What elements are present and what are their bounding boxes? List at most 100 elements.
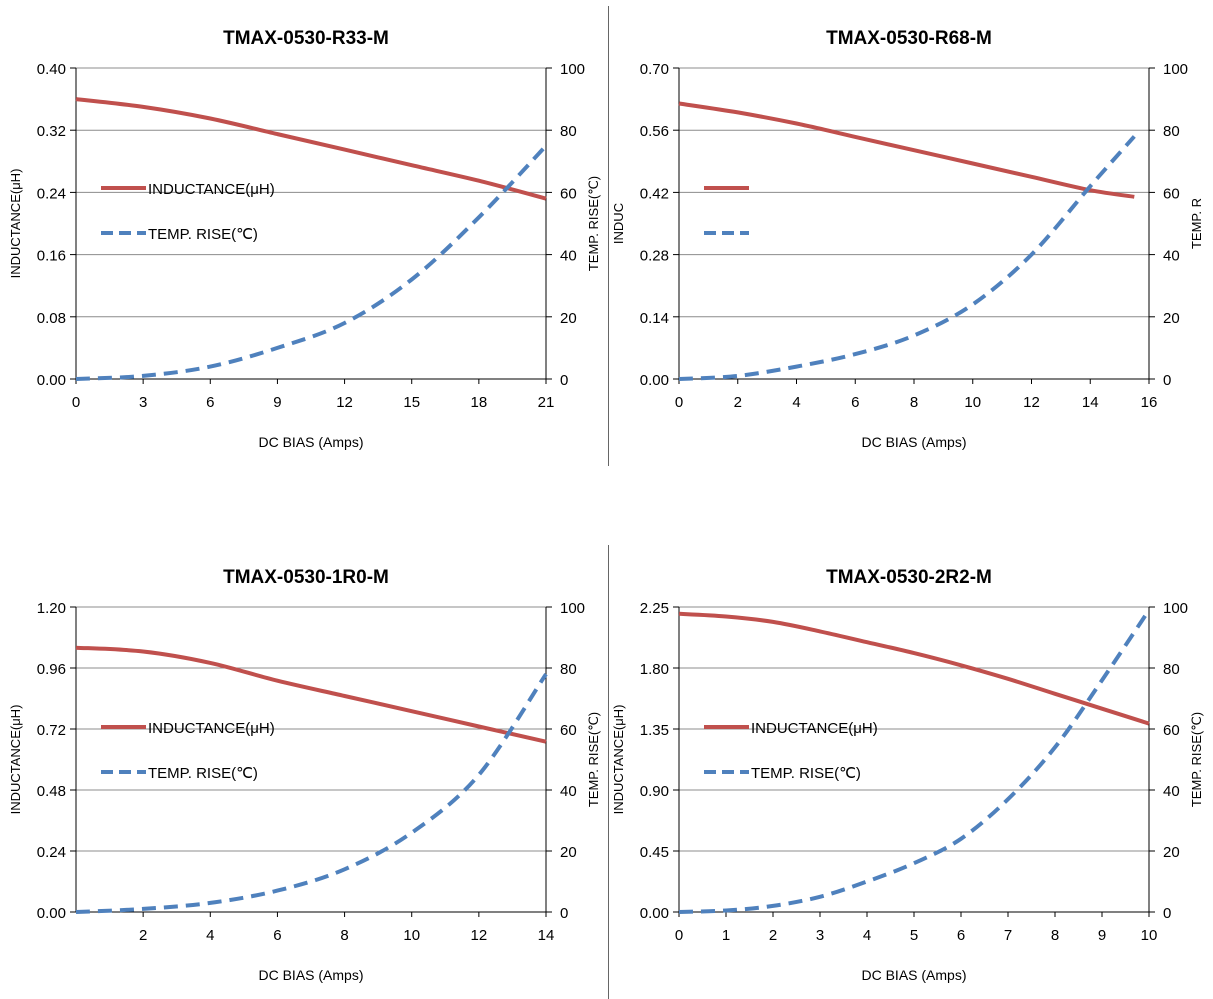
- y-tick-label: 0.24: [37, 185, 66, 202]
- chart-2r2: TMAX-0530-2R2-M 0.00 0.45 0.90 1.35 1.80 2.25 0…: [611, 567, 1204, 983]
- y2-tick-label: 100: [560, 61, 585, 78]
- y2-tick-label: 40: [560, 783, 577, 800]
- y-tick-label: 0.90: [640, 783, 669, 800]
- y-tick-label: 0.70: [640, 61, 669, 78]
- x-tick-label: 16: [1141, 394, 1158, 411]
- y-axis-label: INDUCTANCE(μH): [8, 169, 23, 279]
- x-tick-label: 2: [769, 927, 777, 944]
- y-tick-label: 2.25: [640, 600, 669, 617]
- legend-temp-rise-label: TEMP. RISE(℃): [148, 226, 258, 243]
- y-axis-label: INDUCTANCE(μH): [611, 705, 626, 815]
- y-tick-label: 0.48: [37, 783, 66, 800]
- x-tick-label: 14: [1082, 394, 1099, 411]
- panel-divider-bottom: [608, 545, 609, 999]
- x-tick-label: 2: [734, 394, 742, 411]
- temp-rise-series-line: [75, 144, 548, 381]
- legend-temp-rise-label: TEMP. RISE(℃): [751, 765, 861, 782]
- chart-title: TMAX-0530-1R0-M: [223, 567, 389, 588]
- y-tick-label: 0.32: [37, 123, 66, 140]
- y2-tick-label: 0: [1163, 372, 1171, 389]
- x-tick-label: 21: [538, 394, 555, 411]
- y2-tick-label: 60: [1163, 722, 1180, 739]
- y-tick-label: 1.80: [640, 661, 669, 678]
- y-tick-label: 0.28: [640, 248, 669, 265]
- y2-tick-label: 80: [1163, 661, 1180, 678]
- y-tick-label: 1.20: [37, 600, 66, 617]
- chart-panel-r68: TMAX-0530-R68-M 0.00 0.14 0.28 0.42 0.56 0.70 0…: [609, 6, 1212, 466]
- inductance-series-line: [678, 101, 1135, 199]
- x-tick-label: 12: [471, 927, 488, 944]
- x-tick-label: 0: [72, 394, 80, 411]
- y2-tick-label: 80: [560, 661, 577, 678]
- y-tick-label: 0.00: [37, 372, 66, 389]
- y-tick-label: 0.40: [37, 61, 66, 78]
- x-tick-label: 10: [403, 927, 420, 944]
- y2-tick-label: 100: [1163, 600, 1188, 617]
- y2-tick-label: 20: [1163, 844, 1180, 861]
- x-tick-label: 12: [336, 394, 353, 411]
- y2-tick-label: 20: [560, 310, 577, 327]
- y-axis-label: INDUCTANCE(μH): [8, 705, 23, 815]
- temp-rise-series-line: [678, 608, 1151, 914]
- chart-1r0: TMAX-0530-1R0-M 0.00 0.24 0.48 0.72 0.96 1.20 0…: [8, 567, 601, 983]
- x-tick-label: 5: [910, 927, 918, 944]
- x-tick-label: 12: [1023, 394, 1040, 411]
- chart-panel-1r0: TMAX-0530-1R0-M 0.00 0.24 0.48 0.72 0.96 1.20 0…: [6, 545, 609, 999]
- x-tick-label: 18: [471, 394, 488, 411]
- y-tick-label: 0.96: [37, 661, 66, 678]
- chart-panel-r33: TMAX-0530-R33-M 0.00 0.08 0.16 0.24 0.32 0.40 0…: [6, 6, 609, 466]
- x-axis-label: DC BIAS (Amps): [258, 967, 363, 983]
- x-tick-label: 0: [675, 394, 683, 411]
- y2-tick-label: 20: [560, 844, 577, 861]
- y2-tick-label: 20: [1163, 310, 1180, 327]
- y2-tick-label: 40: [1163, 783, 1180, 800]
- y2-axis-label: TEMP. RISE(℃): [1189, 712, 1204, 807]
- x-axis-label: DC BIAS (Amps): [861, 967, 966, 983]
- chart-title: TMAX-0530-R68-M: [826, 28, 992, 49]
- x-axis-label: DC BIAS (Amps): [861, 434, 966, 450]
- legend-inductance-label: INDUCTANCE(μH): [148, 720, 275, 737]
- x-tick-label: 1: [722, 927, 730, 944]
- y-tick-label: 1.35: [640, 722, 669, 739]
- y-tick-label: 0.00: [640, 372, 669, 389]
- y-tick-label: 0.00: [640, 905, 669, 922]
- temp-rise-series-line: [75, 672, 548, 914]
- y2-tick-label: 40: [560, 248, 577, 265]
- x-tick-label: 8: [910, 394, 918, 411]
- y2-tick-label: 100: [1163, 61, 1188, 78]
- x-axis-label: DC BIAS (Amps): [258, 434, 363, 450]
- x-tick-label: 7: [1004, 927, 1012, 944]
- y2-tick-label: 60: [1163, 185, 1180, 202]
- x-tick-label: 6: [851, 394, 859, 411]
- y2-tick-label: 80: [560, 123, 577, 140]
- y-tick-label: 0.56: [640, 123, 669, 140]
- y2-tick-label: 40: [1163, 248, 1180, 265]
- y-tick-label: 0.00: [37, 905, 66, 922]
- y2-axis-label: TEMP. RISE(℃): [586, 176, 601, 271]
- chart-r68: TMAX-0530-R68-M 0.00 0.14 0.28 0.42 0.56 0.70 0…: [611, 28, 1204, 450]
- inductance-series-line: [75, 645, 547, 744]
- x-tick-label: 6: [957, 927, 965, 944]
- y-axis-label: INDUC: [611, 203, 626, 244]
- y-tick-label: 0.45: [640, 844, 669, 861]
- y-tick-label: 0.72: [37, 722, 66, 739]
- y-tick-label: 0.24: [37, 844, 66, 861]
- panel-divider-top: [608, 6, 609, 466]
- legend-temp-rise-label: TEMP. RISE(℃): [148, 765, 258, 782]
- x-tick-label: 14: [538, 927, 555, 944]
- chart-panel-2r2: TMAX-0530-2R2-M 0.00 0.45 0.90 1.35 1.80 2.25 0…: [609, 545, 1212, 999]
- x-tick-label: 3: [139, 394, 147, 411]
- chart-title: TMAX-0530-R33-M: [223, 28, 389, 49]
- x-tick-label: 9: [1098, 927, 1106, 944]
- y2-tick-label: 100: [560, 600, 585, 617]
- chart-title: TMAX-0530-2R2-M: [826, 567, 992, 588]
- x-tick-label: 15: [403, 394, 420, 411]
- x-tick-label: 10: [1141, 927, 1158, 944]
- inductance-series-line: [75, 97, 547, 201]
- x-tick-label: 6: [206, 394, 214, 411]
- chart-r33: TMAX-0530-R33-M 0.00 0.08 0.16 0.24 0.32 0.40 0…: [8, 28, 601, 450]
- x-tick-label: 0: [675, 927, 683, 944]
- x-tick-label: 4: [206, 927, 214, 944]
- y2-tick-label: 0: [1163, 905, 1171, 922]
- inductance-series-line: [678, 611, 1150, 726]
